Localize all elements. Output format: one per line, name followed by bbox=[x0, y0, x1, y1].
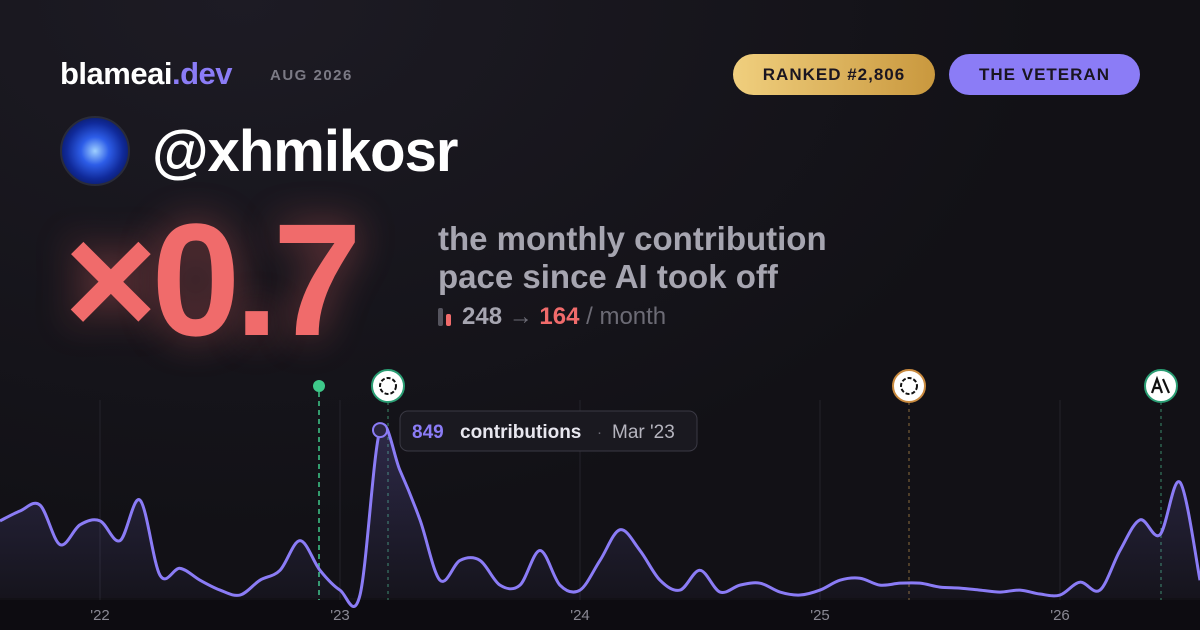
axis-band bbox=[0, 600, 1200, 630]
rank-badge: RANKED #2,806 bbox=[733, 54, 935, 95]
stats-icon bbox=[438, 308, 452, 326]
brand: blameai.dev bbox=[60, 56, 232, 92]
milestone-dot bbox=[313, 380, 325, 392]
after: 164 bbox=[539, 303, 580, 330]
openai-glyph bbox=[379, 377, 397, 395]
peak-point bbox=[372, 422, 388, 439]
anthropic-glyph bbox=[1150, 375, 1171, 394]
title-badge: THE VETERAN bbox=[949, 54, 1140, 95]
tooltip: 849 contributions · Mar '23 bbox=[399, 410, 698, 452]
avatar bbox=[60, 116, 130, 186]
x-tick-label: '25 bbox=[810, 607, 830, 624]
pace: ×0.7 bbox=[64, 190, 362, 369]
date: AUG 2026 bbox=[270, 67, 353, 84]
tooltip-box bbox=[399, 410, 698, 452]
username: @xhmikosr bbox=[152, 119, 458, 184]
tooltip-value: 849 bbox=[412, 422, 444, 443]
brand-tld: .dev bbox=[171, 56, 233, 91]
stats: 248 → 164 / month bbox=[438, 303, 666, 331]
description: the monthly contribution pace since AI t… bbox=[438, 220, 827, 295]
openai-glyph bbox=[900, 377, 918, 395]
line bbox=[0, 423, 1200, 608]
area bbox=[0, 424, 1200, 607]
before: 248 bbox=[462, 303, 503, 330]
tooltip-date: Mar '23 bbox=[612, 422, 675, 443]
x-tick-label: '22 bbox=[90, 607, 110, 624]
x-tick-label: '26 bbox=[1050, 607, 1070, 624]
tooltip-sep: · bbox=[597, 424, 602, 441]
tooltip-label: contributions bbox=[460, 422, 581, 443]
unit: / month bbox=[586, 303, 667, 330]
openai-icon bbox=[371, 369, 405, 403]
brand-name: blameai bbox=[60, 56, 172, 91]
openai-icon bbox=[892, 369, 926, 403]
arrow: → bbox=[508, 303, 533, 330]
x-tick-label: '24 bbox=[570, 607, 590, 624]
x-tick-label: '23 bbox=[330, 607, 350, 624]
anthropic-icon bbox=[1144, 369, 1178, 403]
milestones bbox=[313, 369, 1178, 600]
